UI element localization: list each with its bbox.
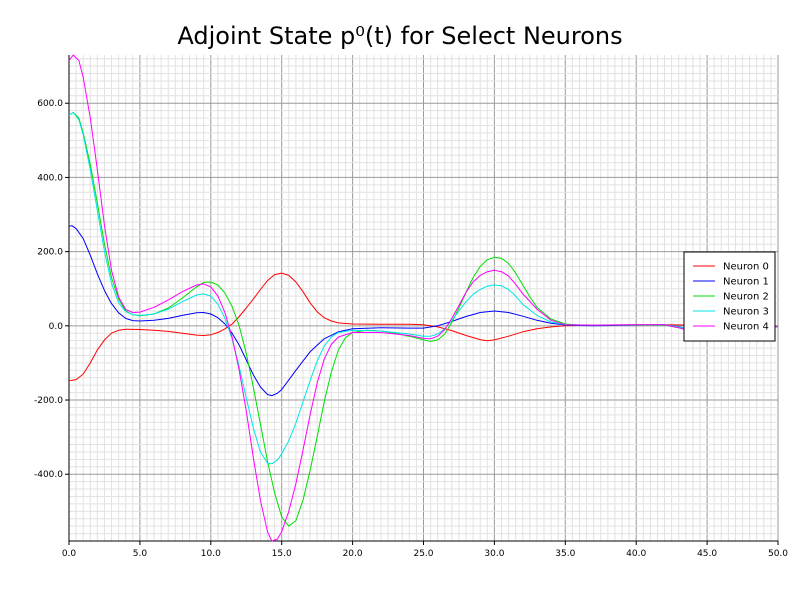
series-line-neuron-3: [68, 112, 779, 465]
series-line-neuron-4: [68, 54, 779, 542]
chart-title: Adjoint State p⁰(t) for Select Neurons: [177, 22, 622, 50]
y-tick-label: 400.0: [37, 173, 63, 183]
y-tick-label: 600.0: [37, 99, 63, 109]
x-tick-label: 30.0: [484, 549, 504, 559]
y-tick-label: -200.0: [34, 396, 63, 406]
x-tick-label: 40.0: [626, 549, 646, 559]
x-tick-label: 45.0: [697, 549, 717, 559]
x-tick-label: 10.0: [201, 549, 221, 559]
legend-label: Neuron 3: [723, 307, 769, 318]
legend-label: Neuron 1: [723, 277, 769, 288]
y-tick-label: -400.0: [34, 470, 63, 480]
legend-label: Neuron 2: [723, 292, 769, 303]
legend: Neuron 0 Neuron 1 Neuron 2 Neuron 3 Neuron 4: [683, 251, 776, 342]
legend-label: Neuron 4: [723, 322, 769, 333]
grid: [68, 55, 779, 542]
series-lines: [68, 54, 779, 542]
x-tick-label: 50.0: [768, 549, 788, 559]
x-tick-label: 25.0: [413, 549, 433, 559]
x-tick-label: 5.0: [133, 549, 148, 559]
x-tick-label: 35.0: [555, 549, 575, 559]
legend-label: Neuron 0: [723, 262, 769, 273]
y-tick-label: 0.0: [49, 322, 64, 332]
x-tick-label: 20.0: [343, 549, 363, 559]
series-line-neuron-0: [68, 272, 779, 382]
x-tick-label: 0.0: [62, 549, 77, 559]
y-tick-label: 200.0: [37, 248, 63, 258]
axes: 0.0 5.0 10.0 15.0 20.0 25.0 30.0 35.0 40.0 45.0 50…: [34, 55, 788, 559]
x-tick-label: 15.0: [272, 549, 292, 559]
